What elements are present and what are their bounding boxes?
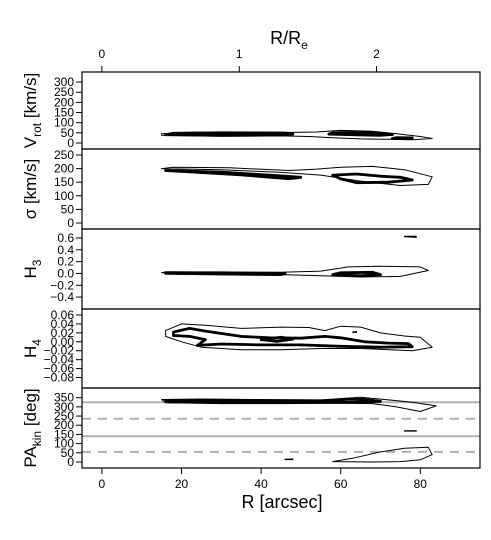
y-tick-label-h4: 0.06: [51, 308, 75, 322]
bottom-axis: 0 20 40 60 80: [99, 468, 428, 491]
y-tick-label-h3: 0.2: [57, 255, 74, 269]
contour-outer-pakin: [284, 458, 294, 461]
y-tick-label-pakin: 250: [54, 409, 74, 423]
y-tick-label-vrot: 150: [54, 106, 74, 120]
x-tick-label: 20: [175, 477, 189, 491]
contour-outer-pakin: [403, 430, 417, 432]
y-tick-label-vrot: 50: [61, 126, 75, 140]
contour-outer-sigma: [161, 165, 433, 186]
top-tick-label: 2: [373, 47, 380, 61]
top-axis-label-sub: e: [301, 38, 308, 52]
y-tick-label-h3: 0.0: [57, 266, 74, 280]
contour-outer-pakin: [332, 446, 433, 463]
panel-frame-h4: [81, 308, 481, 389]
y-tick-label-h3: −0.4: [50, 290, 74, 304]
top-tick-label: 0: [99, 47, 106, 61]
top-axis-label: R/Re: [270, 28, 308, 52]
contour-outer-h3: [403, 235, 417, 238]
y-axis-label-h4: H4: [21, 339, 44, 358]
contour-inner-vrot: [391, 136, 414, 141]
y-tick-label-h4: −0.08: [44, 371, 75, 385]
y-tick-label-pakin: 200: [54, 418, 74, 432]
y-tick-label-vrot: 0: [67, 136, 74, 150]
y-label-unit: [deg]: [21, 388, 40, 431]
y-label-unit: [km/s]: [21, 73, 40, 123]
top-tick-label: 1: [236, 47, 243, 61]
y-label-main: σ [km/s]: [21, 159, 40, 220]
contour-inner-pakin: [164, 397, 382, 404]
contour-inner-sigma: [331, 172, 414, 185]
contour-inner-sigma: [164, 169, 303, 181]
y-tick-label-sigma: 250: [54, 148, 74, 162]
panel-h3: −0.4−0.20.00.20.40.6 H3: [21, 228, 481, 310]
y-tick-label-h4: 0.04: [51, 317, 75, 331]
y-label-main: H: [21, 346, 40, 358]
y-tick-label-pakin: 300: [54, 400, 74, 414]
contour-outer-h4: [352, 331, 358, 333]
y-tick-label-h4: 0.00: [51, 335, 75, 349]
x-tick-label: 60: [334, 477, 348, 491]
y-tick-label-vrot: 300: [54, 75, 74, 89]
contour-outer-h4: [165, 323, 433, 352]
top-axis-label-base: R/R: [270, 28, 301, 48]
x-tick-label: 0: [99, 477, 106, 491]
y-tick-label-h3: 0.6: [57, 231, 74, 245]
x-tick-label: 40: [254, 477, 268, 491]
panel-frame-h3: [81, 228, 481, 310]
y-label-sub: 4: [30, 339, 44, 346]
y-tick-label-pakin: 0: [67, 455, 74, 469]
y-tick-label-pakin: 350: [54, 391, 74, 405]
y-tick-label-vrot: 100: [54, 116, 74, 130]
y-tick-label-sigma: 100: [54, 189, 74, 203]
y-label-main: H: [21, 266, 40, 278]
y-tick-label-h4: −0.06: [44, 362, 75, 376]
contour-inner-h4: [259, 335, 295, 343]
panel-frame-sigma: [81, 148, 481, 230]
y-tick-label-vrot: 250: [54, 85, 74, 99]
panel-frame-vrot: [81, 71, 481, 150]
contour-inner-h3: [331, 270, 382, 278]
y-tick-label-vrot: 200: [54, 95, 74, 109]
y-tick-label-sigma: 200: [54, 162, 74, 176]
top-axis: 0 1 2: [99, 47, 380, 72]
y-tick-label-sigma: 50: [61, 202, 75, 216]
y-tick-label-pakin: 150: [54, 427, 74, 441]
y-tick-label-sigma: 0: [67, 216, 74, 230]
y-axis-label-vrot: Vrot [km/s]: [21, 73, 44, 148]
y-label-sub: kin: [30, 431, 44, 446]
contour-inner-vrot: [327, 131, 394, 137]
contour-inner-h4: [172, 327, 414, 349]
y-tick-label-h4: −0.04: [44, 353, 75, 367]
x-tick-label: 80: [414, 477, 428, 491]
y-label-sub: 3: [30, 259, 44, 266]
x-axis-label: R [arcsec]: [241, 492, 322, 512]
contour-inner-vrot: [164, 131, 295, 137]
y-tick-label-sigma: 150: [54, 175, 74, 189]
panel-h4: −0.08−0.06−0.04−0.020.000.020.040.06 H4: [21, 308, 481, 389]
y-tick-label-pakin: 100: [54, 437, 74, 451]
y-tick-label-h4: −0.02: [44, 344, 75, 358]
y-tick-label-h3: −0.2: [50, 278, 74, 292]
y-tick-label-h4: 0.02: [51, 326, 75, 340]
y-label-sub: rot: [30, 122, 44, 137]
y-tick-label-h3: 0.4: [57, 243, 74, 257]
y-axis-label-sigma: σ [km/s]: [21, 159, 40, 220]
y-tick-label-pakin: 50: [61, 446, 75, 460]
y-label-main: V: [21, 136, 40, 148]
y-label-main: PA: [21, 446, 40, 468]
contour-inner-h3: [164, 271, 287, 276]
panel-frame-pakin: [81, 387, 481, 469]
y-axis-label-h3: H3: [21, 259, 44, 278]
y-axis-label-pakin: PAkin [deg]: [21, 388, 44, 467]
